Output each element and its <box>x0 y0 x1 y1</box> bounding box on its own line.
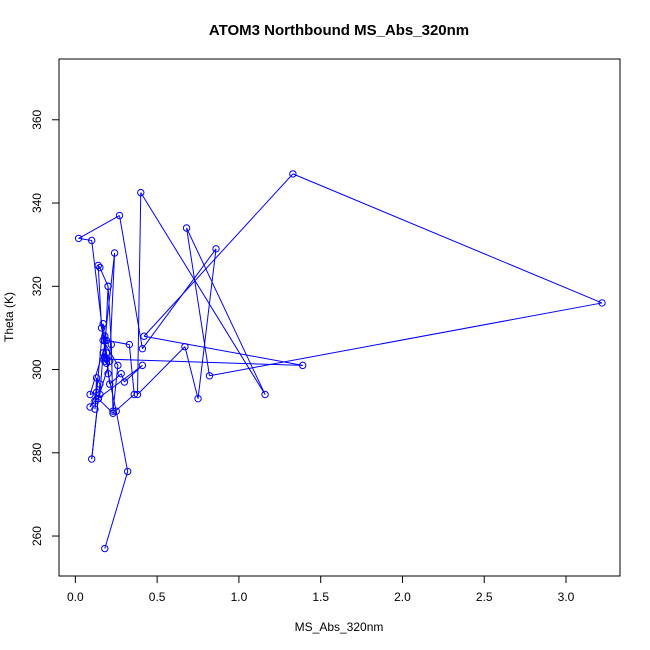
x-tick-label: 3.0 <box>558 590 575 604</box>
data-point <box>107 340 116 349</box>
data-point <box>102 355 111 363</box>
data-point <box>99 320 107 328</box>
data-point <box>109 407 117 415</box>
data-point <box>123 467 132 476</box>
data-point <box>205 372 214 380</box>
series-segment <box>109 373 122 385</box>
data-point <box>88 455 96 463</box>
data-point <box>261 390 269 399</box>
x-tick-label: 1.5 <box>312 590 329 604</box>
data-point <box>104 282 112 290</box>
series-segment <box>78 215 120 239</box>
data-point <box>125 340 134 349</box>
data-point <box>109 409 117 417</box>
data-point <box>86 390 94 399</box>
x-axis-label: MS_Abs_320nm <box>295 620 384 634</box>
series-segment <box>186 227 210 376</box>
series-segment <box>120 373 125 383</box>
data-point <box>106 380 114 388</box>
data-point <box>130 390 138 399</box>
data-point <box>289 170 297 178</box>
data-point <box>298 361 307 370</box>
series-segment <box>109 252 116 362</box>
y-tick-label: 360 <box>30 109 44 129</box>
series-segment <box>186 227 266 395</box>
data-point <box>74 234 83 243</box>
series-segment <box>112 365 119 412</box>
series-segment <box>89 392 98 408</box>
series-segment <box>292 173 603 304</box>
series-segment <box>137 192 142 395</box>
series-segment <box>104 286 109 358</box>
series-segment <box>197 248 217 399</box>
x-tick-label: 0.5 <box>149 590 166 604</box>
data-point <box>181 342 189 351</box>
data-point <box>101 332 109 340</box>
data-point <box>114 361 122 370</box>
series-segment <box>106 358 303 366</box>
series-segment <box>137 346 186 395</box>
y-tick-label: 320 <box>30 276 44 296</box>
chart-title: ATOM3 Northbound MS_Abs_320nm <box>209 22 469 39</box>
y-tick-label: 280 <box>30 442 44 462</box>
data-point <box>101 357 109 365</box>
data-point <box>138 345 147 353</box>
series-segment <box>97 265 101 268</box>
y-axis-label: Theta (K) <box>2 292 16 342</box>
y-tick-label: 260 <box>30 526 44 546</box>
data-point <box>96 390 104 399</box>
data-point <box>115 211 124 220</box>
series-segment <box>78 237 92 241</box>
data-point <box>137 188 145 197</box>
x-tick-label: 2.5 <box>476 590 493 604</box>
data-point <box>97 324 106 332</box>
series-segment <box>115 411 129 472</box>
x-tick-label: 2.0 <box>394 590 411 604</box>
data-point <box>212 245 220 253</box>
data-point <box>86 403 94 411</box>
data-point <box>94 261 102 270</box>
series-layer <box>74 170 606 553</box>
series-segment <box>209 302 603 377</box>
data-point <box>598 299 606 307</box>
data-point <box>88 236 96 245</box>
x-axis: 0.0 0.5 1.0 1.5 2.0 2.5 3.0 <box>67 575 575 604</box>
series-segment <box>140 192 266 395</box>
data-point <box>120 378 129 386</box>
series-segment <box>143 335 303 366</box>
data-point <box>194 394 202 403</box>
data-point <box>94 394 102 403</box>
series-segment <box>128 344 135 395</box>
data-point <box>92 374 101 382</box>
series-segment <box>91 398 99 460</box>
series-segment <box>184 346 199 399</box>
data-point <box>96 263 104 272</box>
y-axis: 260 280 300 320 340 360 <box>30 109 60 546</box>
data-point <box>101 353 109 361</box>
data-point <box>140 332 148 340</box>
y-tick-label: 300 <box>30 359 44 379</box>
data-point <box>104 369 112 378</box>
series-segment <box>97 394 101 399</box>
x-tick-label: 0.0 <box>67 590 84 604</box>
data-point <box>99 336 107 345</box>
series-segment <box>104 471 129 549</box>
data-point <box>102 336 111 345</box>
data-point <box>117 369 125 378</box>
data-point <box>96 380 104 388</box>
data-point <box>138 361 147 370</box>
y-tick-label: 340 <box>30 193 44 213</box>
series-segment <box>107 286 112 345</box>
data-point <box>133 390 142 399</box>
data-point <box>182 224 191 232</box>
data-point <box>91 405 99 413</box>
data-point <box>101 544 109 553</box>
data-point <box>99 349 107 357</box>
series-segment <box>105 352 111 385</box>
series-segment <box>143 173 294 337</box>
x-tick-label: 1.0 <box>231 590 248 604</box>
data-point <box>110 249 119 257</box>
